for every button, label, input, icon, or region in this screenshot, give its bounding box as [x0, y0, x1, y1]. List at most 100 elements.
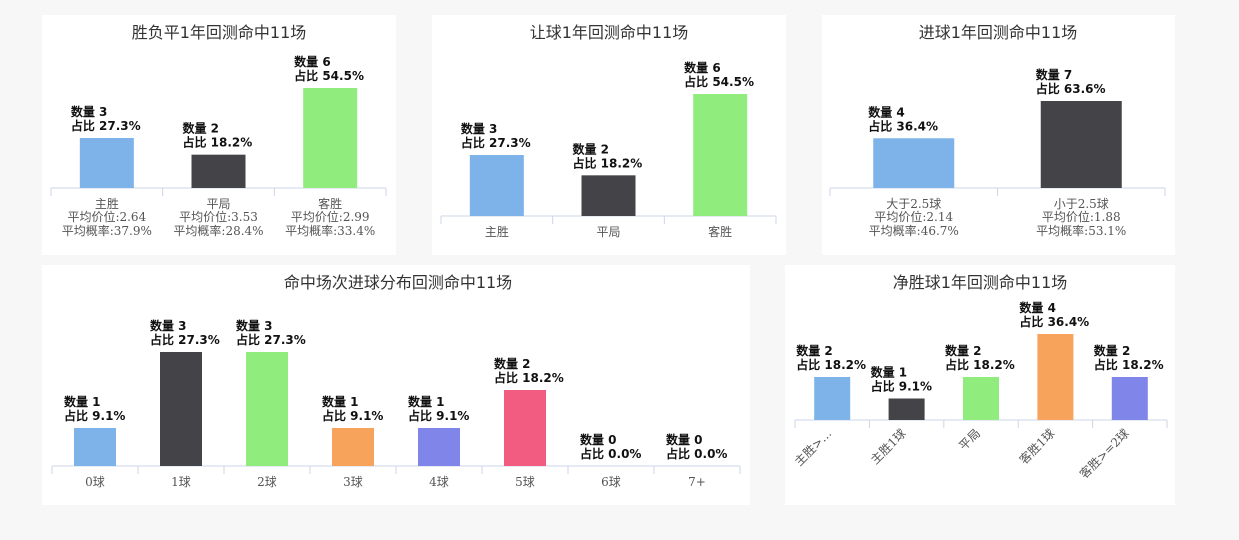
chart-panel-handicap: 让球1年回测命中11场 数量 3 占比 27.3% 主胜 数量 2 占比 18.2% 平局…	[432, 15, 786, 255]
data-label-count: 数量 3	[236, 318, 273, 333]
data-label-ratio: 占比 18.2%	[573, 155, 643, 170]
bar	[814, 377, 851, 420]
chart-title: 净胜球1年回测命中11场	[893, 273, 1068, 292]
avg-prob-label: 平均概率:28.4%	[173, 223, 263, 238]
data-label-ratio: 占比 54.5%	[294, 68, 364, 83]
bar	[418, 428, 460, 466]
bar	[246, 352, 288, 466]
data-label-ratio: 占比 18.2%	[945, 357, 1015, 372]
avg-prob-label: 平均概率:33.4%	[285, 223, 375, 238]
data-label-ratio: 占比 9.1%	[322, 408, 383, 423]
x-tick-label: 1球	[171, 475, 191, 489]
bar	[888, 398, 925, 420]
bar	[1040, 101, 1122, 188]
chart-panel-goals: 进球1年回测命中11场 数量 4 占比 36.4% 大于2.5球 平均价位:2.14 平…	[822, 15, 1175, 255]
x-tick-label: 小于2.5球	[1054, 197, 1109, 211]
data-label-ratio: 占比 27.3%	[461, 135, 531, 150]
avg-prob-label: 平均概率:53.1%	[1036, 223, 1126, 238]
bar	[693, 94, 748, 216]
data-label-count: 数量 2	[945, 343, 982, 358]
data-label-ratio: 占比 27.3%	[236, 332, 306, 347]
data-label-count: 数量 6	[684, 60, 721, 75]
bar	[504, 390, 546, 466]
x-tick-label: 2球	[257, 475, 277, 489]
data-label-ratio: 占比 36.4%	[868, 118, 938, 133]
data-label-ratio: 占比 0.0%	[666, 446, 727, 461]
x-tick-label: 平局	[596, 225, 620, 239]
x-tick-label: 4球	[429, 475, 449, 489]
data-label-count: 数量 3	[71, 104, 108, 119]
x-tick-label: 平局	[206, 197, 230, 211]
x-tick-label: 主胜>…	[791, 426, 834, 469]
data-label-count: 数量 2	[796, 343, 833, 358]
chart-panel-dist: 命中场次进球分布回测命中11场 数量 1 占比 9.1% 0球 数量 3 占比 27.3…	[42, 265, 750, 505]
chart-svg-goals: 进球1年回测命中11场 数量 4占比 36.4%大于2.5球平均价位:2.14平…	[829, 23, 1166, 238]
chart-title: 让球1年回测命中11场	[530, 23, 689, 42]
data-label-ratio: 占比 36.4%	[1019, 314, 1089, 329]
bar	[469, 155, 524, 216]
x-tick-label: 0球	[85, 475, 105, 489]
bar	[160, 352, 202, 466]
avg-price-label: 平均价位:2.14	[874, 209, 953, 224]
data-label-ratio: 占比 18.2%	[494, 370, 564, 385]
x-tick-label: 平局	[956, 426, 983, 453]
data-label-count: 数量 1	[408, 394, 445, 409]
data-label-count: 数量 6	[294, 54, 331, 69]
chart-panel-margin: 净胜球1年回测命中11场 数量 2 占比 18.2% 主胜>… 数量 1 占比 9.1%…	[785, 265, 1175, 505]
x-tick-label: 5球	[515, 475, 535, 489]
bar	[873, 138, 955, 188]
bar	[191, 154, 246, 188]
data-label-count: 数量 0	[580, 432, 617, 447]
x-tick-label: 主胜	[485, 224, 509, 239]
data-label-count: 数量 3	[461, 121, 498, 136]
data-label-ratio: 占比 63.6%	[1036, 81, 1106, 96]
x-tick-label: 客胜	[318, 196, 342, 211]
data-label-ratio: 占比 27.3%	[150, 332, 220, 347]
avg-price-label: 平均价位:2.64	[67, 209, 146, 224]
bar	[79, 138, 134, 188]
data-label-ratio: 占比 54.5%	[684, 74, 754, 89]
data-label-count: 数量 1	[322, 394, 359, 409]
x-tick-label: 主胜1球	[867, 426, 908, 467]
data-label-count: 数量 2	[1094, 343, 1131, 358]
bar	[581, 175, 636, 216]
avg-price-label: 平均价位:1.88	[1042, 209, 1121, 224]
data-label-count: 数量 7	[1036, 67, 1073, 82]
chart-svg-wdl: 胜负平1年回测命中11场 数量 3占比 27.3%主胜平均价位:2.64平均概率…	[50, 23, 387, 238]
data-label-ratio: 占比 18.2%	[796, 357, 866, 372]
avg-prob-label: 平均概率:46.7%	[869, 223, 959, 238]
data-label-count: 数量 1	[64, 394, 101, 409]
chart-panel-wdl: 胜负平1年回测命中11场 数量 3 占比 27.3% 主胜 平均价位:2.64 平均概率…	[42, 15, 396, 255]
x-tick-label: 客胜	[708, 224, 732, 239]
data-label-count: 数量 2	[573, 141, 610, 156]
data-label-ratio: 占比 0.0%	[580, 446, 641, 461]
bar	[74, 428, 116, 466]
data-label-count: 数量 0	[666, 432, 703, 447]
x-tick-label: 客胜>=2球	[1076, 426, 1132, 482]
bar	[332, 428, 374, 466]
bar	[1111, 377, 1148, 420]
data-label-ratio: 占比 18.2%	[183, 135, 253, 150]
data-label-ratio: 占比 18.2%	[1094, 357, 1164, 372]
data-label-count: 数量 4	[1019, 300, 1056, 315]
x-tick-label: 6球	[601, 475, 621, 489]
bar	[1037, 334, 1074, 420]
chart-title: 进球1年回测命中11场	[919, 23, 1078, 42]
data-label-count: 数量 4	[868, 104, 905, 119]
avg-price-label: 平均价位:2.99	[291, 209, 370, 224]
data-label-count: 数量 1	[871, 365, 908, 380]
x-tick-label: 3球	[343, 475, 363, 489]
data-label-ratio: 占比 9.1%	[871, 379, 932, 394]
chart-title: 命中场次进球分布回测命中11场	[284, 273, 512, 292]
bar	[303, 88, 358, 188]
data-label-count: 数量 2	[183, 121, 220, 136]
bar	[963, 377, 999, 420]
x-tick-label: 7+	[688, 475, 706, 489]
x-tick-label: 客胜1球	[1016, 426, 1057, 467]
chart-title: 胜负平1年回测命中11场	[132, 23, 307, 42]
data-label-ratio: 占比 27.3%	[71, 118, 141, 133]
avg-prob-label: 平均概率:37.9%	[62, 223, 152, 238]
data-label-count: 数量 3	[150, 318, 187, 333]
avg-price-label: 平均价位:3.53	[179, 209, 258, 224]
